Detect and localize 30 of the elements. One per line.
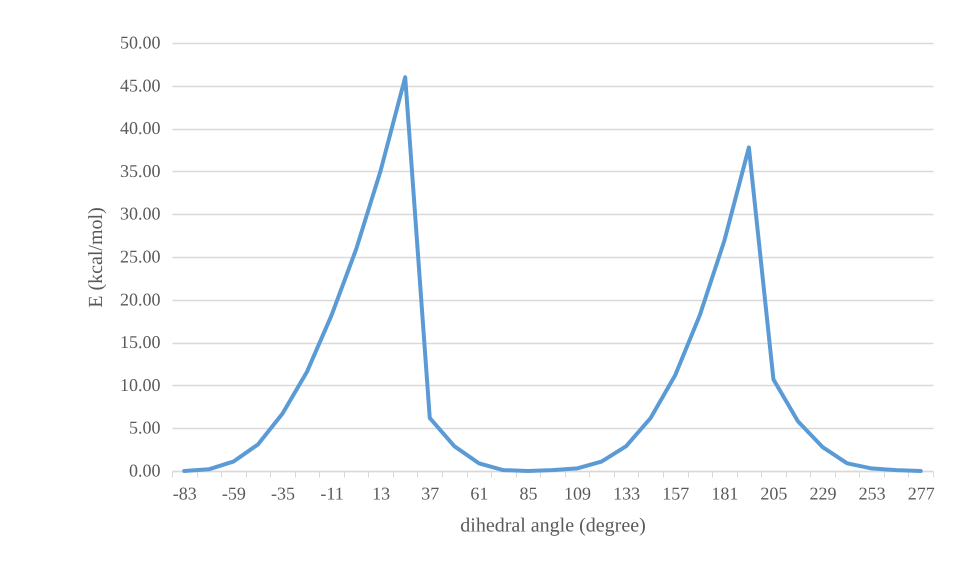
x-axis-title: dihedral angle (degree) xyxy=(460,514,646,536)
x-tick-label: 61 xyxy=(470,484,488,504)
y-tick-label: 35.00 xyxy=(120,160,160,181)
y-tick-label: 0.00 xyxy=(129,460,160,480)
y-tick-label: 5.00 xyxy=(129,418,160,438)
x-tick-label: -83 xyxy=(172,484,197,504)
y-tick-label: 15.00 xyxy=(120,332,160,352)
x-tick-label: -59 xyxy=(222,484,246,504)
x-tick-label: 181 xyxy=(711,484,738,504)
x-tick-label: 205 xyxy=(760,484,788,504)
y-axis-title: E (kcal/mol) xyxy=(85,207,107,308)
y-tick-label: 20.00 xyxy=(120,289,160,310)
y-tick-label: 25.00 xyxy=(120,246,160,266)
x-tick-label: -11 xyxy=(320,484,344,504)
x-tick-label: 133 xyxy=(613,484,640,504)
y-tick-label: 40.00 xyxy=(120,118,160,138)
y-tick-label: 50.00 xyxy=(120,32,160,52)
x-tick-label: 157 xyxy=(662,484,690,504)
line-series xyxy=(182,75,923,473)
x-tick-label: 253 xyxy=(858,484,886,504)
y-tick-label: 30.00 xyxy=(120,204,160,224)
x-tick-label: 229 xyxy=(810,484,837,504)
x-tick-label: 13 xyxy=(372,484,390,504)
x-tick-label: -35 xyxy=(270,484,295,504)
y-tick-label: 10.00 xyxy=(120,374,160,395)
x-tick-label: 277 xyxy=(908,484,935,504)
y-tick-label: 45.00 xyxy=(120,75,160,96)
x-tick-label: 85 xyxy=(519,484,538,504)
x-tick-label: 37 xyxy=(421,484,440,504)
x-tick-label: 109 xyxy=(564,484,592,504)
